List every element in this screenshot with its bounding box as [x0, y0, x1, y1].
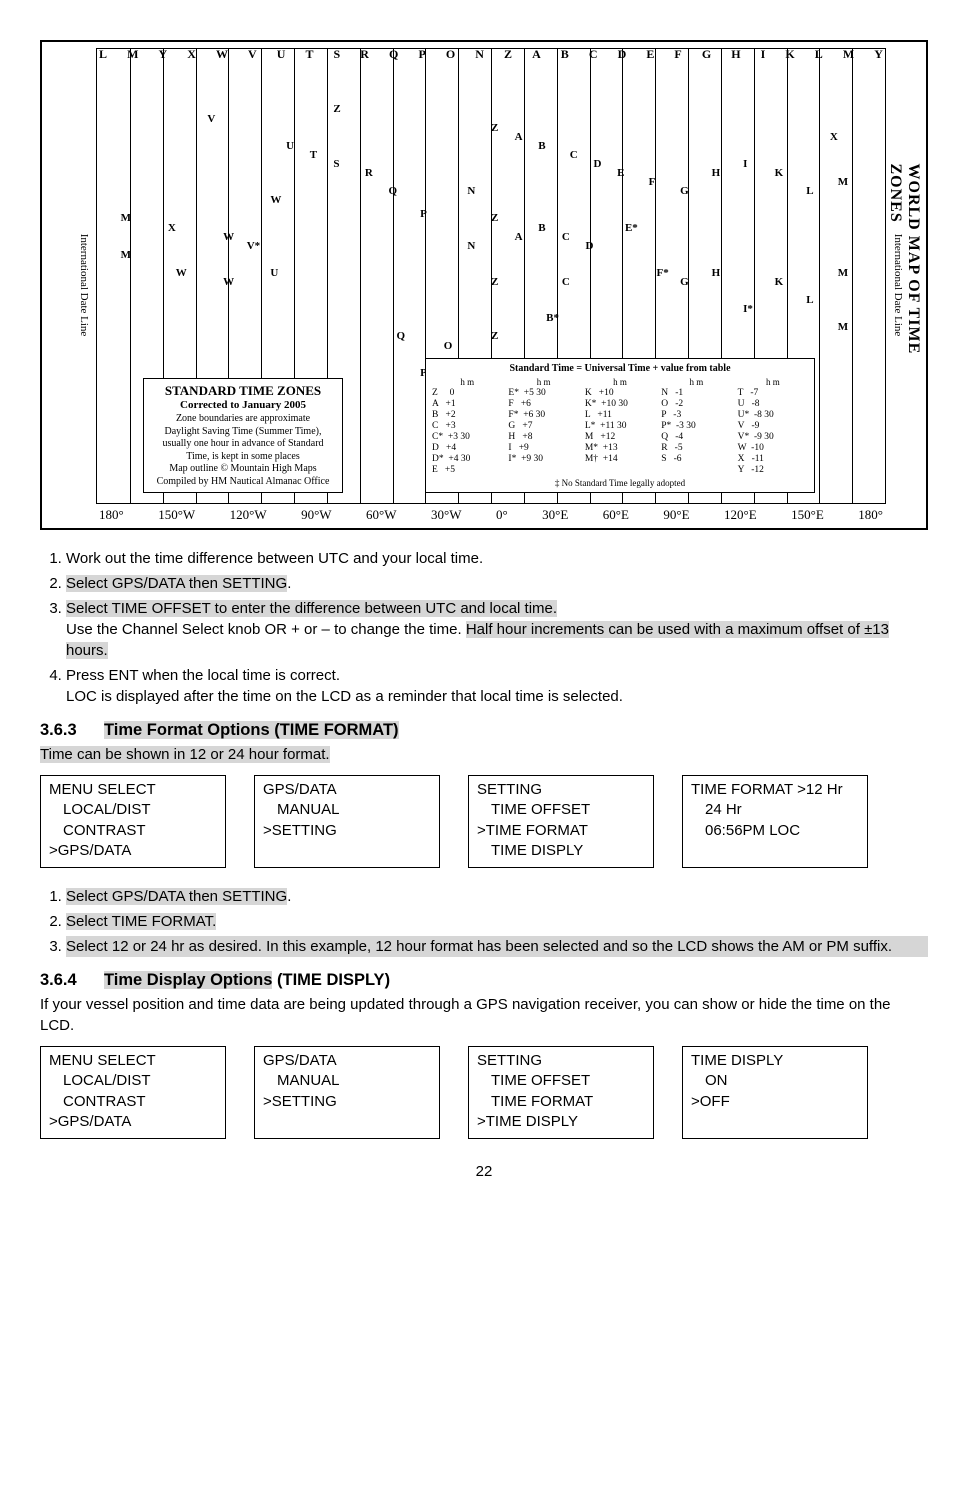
section-heading-363: 3.6.3Time Format Options (TIME FORMAT) — [40, 721, 928, 740]
step: Select 12 or 24 hr as desired. In this e… — [66, 936, 928, 957]
menu-sequence-time-display: MENU SELECT LOCAL/DIST CONTRAST >GPS/DAT… — [40, 1046, 928, 1139]
standard-time-zones-box: STANDARD TIME ZONES Corrected to January… — [143, 378, 343, 493]
menu-box: SETTING TIME OFFSET >TIME FORMAT TIME DI… — [468, 775, 654, 868]
menu-box: GPS/DATA MANUAL >SETTING — [254, 1046, 440, 1139]
world-time-zone-map: WORLD MAP OF TIME ZONES International Da… — [40, 40, 928, 530]
step: Select TIME FORMAT. — [66, 911, 928, 932]
menu-box: MENU SELECT LOCAL/DIST CONTRAST >GPS/DAT… — [40, 775, 226, 868]
menu-box: MENU SELECT LOCAL/DIST CONTRAST >GPS/DAT… — [40, 1046, 226, 1139]
step: Select TIME OFFSET to enter the differen… — [66, 598, 928, 661]
menu-box: SETTING TIME OFFSET TIME FORMAT >TIME DI… — [468, 1046, 654, 1139]
map-inner: LMYXWVUTSRQPONZABCDEFGHIKLMY 180°150°W12… — [96, 48, 886, 504]
procedure-time-format: Select GPS/DATA then SETTING. Select TIM… — [40, 886, 928, 957]
menu-box: TIME DISPLY ON >OFF — [682, 1046, 868, 1139]
section-intro: Time can be shown in 12 or 24 hour forma… — [40, 744, 928, 765]
page-number: 22 — [40, 1163, 928, 1180]
menu-box: TIME FORMAT >12 Hr 24 Hr 06:56PM LOC — [682, 775, 868, 868]
section-intro: If your vessel position and time data ar… — [40, 994, 928, 1036]
menu-box: GPS/DATA MANUAL >SETTING — [254, 775, 440, 868]
menu-sequence-time-format: MENU SELECT LOCAL/DIST CONTRAST >GPS/DAT… — [40, 775, 928, 868]
procedure-set-local-time: Work out the time difference between UTC… — [40, 548, 928, 707]
step: Select GPS/DATA then SETTING. — [66, 573, 928, 594]
map-dateline-left: International Date Line — [78, 234, 90, 337]
section-heading-364: 3.6.4Time Display Options (TIME DISPLY) — [40, 971, 928, 990]
step: Press ENT when the local time is correct… — [66, 665, 928, 707]
map-dateline-right: International Date Line — [892, 234, 904, 337]
time-offset-table-box: Standard Time = Universal Time + value f… — [425, 358, 815, 493]
step: Select GPS/DATA then SETTING. — [66, 886, 928, 907]
step: Work out the time difference between UTC… — [66, 548, 928, 569]
